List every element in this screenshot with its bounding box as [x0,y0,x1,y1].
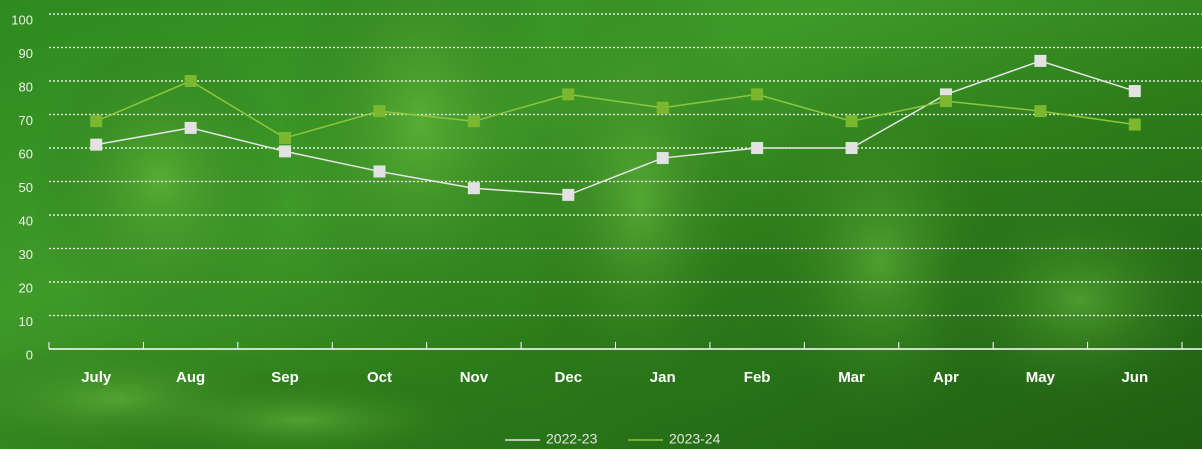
y-tick-label: 50 [19,180,33,195]
point-marker [184,121,197,134]
point-marker [90,138,103,151]
y-tick-label: 30 [19,247,33,262]
point-marker [90,115,103,128]
point-marker [751,142,764,154]
x-tick-label: Sep [271,369,299,386]
y-tick-label: 40 [19,213,33,228]
y-tick-label: 100 [11,12,33,27]
point-marker [1034,54,1047,67]
x-tick-label: Aug [176,369,205,386]
legend-label: 2023-24 [669,431,721,447]
y-tick-label: 90 [19,46,33,61]
point-marker [562,88,575,101]
point-marker [562,188,575,201]
x-tick-label: Nov [460,369,489,386]
point-marker [1034,105,1047,118]
point-marker [751,88,764,101]
point-marker [373,165,386,178]
x-tick-label: July [81,369,112,386]
point-marker [845,115,858,128]
point-marker [656,101,669,114]
x-tick-label: Jun [1121,369,1148,386]
point-marker [845,142,858,154]
series-line [95,80,1135,139]
point-marker [656,152,669,165]
x-tick-label: Feb [744,369,771,386]
y-tick-label: 20 [19,280,33,295]
point-marker [939,95,952,108]
y-tick-label: 10 [19,314,33,329]
x-tick-label: Mar [838,369,865,386]
y-tick-label: 0 [26,347,33,362]
point-marker [467,182,480,195]
series-line [96,60,1136,196]
legend-label: 2022-23 [546,431,598,447]
x-tick-label: Jan [650,369,676,386]
point-marker [184,75,197,87]
x-tick-label: Oct [367,369,392,386]
point-marker [1128,118,1141,131]
y-tick-label: 80 [19,79,33,94]
point-marker [1128,85,1141,98]
x-tick-label: May [1026,369,1056,386]
x-tick-label: Apr [933,369,959,386]
point-marker [279,131,292,144]
x-tick-label: Dec [555,369,583,386]
y-tick-label: 60 [19,146,33,161]
y-tick-label: 70 [19,113,33,128]
point-marker [467,115,480,128]
point-marker [373,105,386,118]
point-marker [279,145,292,158]
